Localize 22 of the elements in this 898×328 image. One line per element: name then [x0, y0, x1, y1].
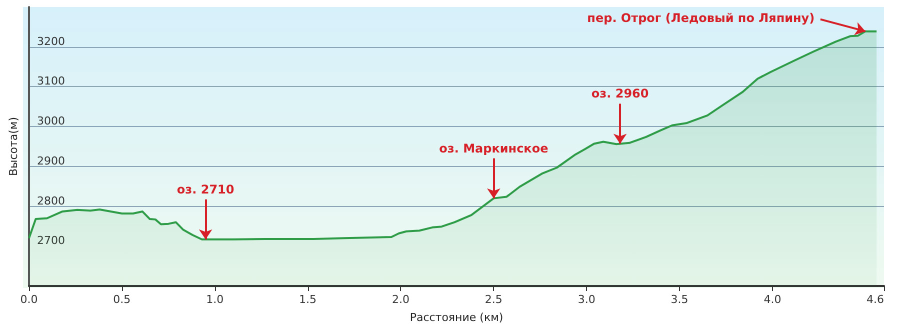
annotation: оз. Маркинское [439, 141, 548, 156]
x-tick-label: 1.5 [299, 293, 317, 306]
y-tick-label: 3100 [37, 74, 65, 88]
annotation: оз. 2960 [591, 86, 649, 101]
x-tick-label: 2.0 [392, 293, 410, 306]
y-tick-label: 2700 [37, 234, 65, 248]
x-tick-label: 4.6 [866, 293, 884, 306]
x-tick-label: 0.0 [20, 293, 38, 306]
annotation: пер. Отрог (Ледовый по Ляпину) [587, 10, 815, 25]
x-tick-label: 2.5 [484, 293, 502, 306]
y-tick-label: 2900 [37, 154, 65, 168]
y-tick-label: 3200 [37, 34, 65, 48]
y-tick-label: 3000 [37, 114, 65, 128]
x-tick-label: 3.5 [670, 293, 688, 306]
x-tick-label: 0.5 [113, 293, 131, 306]
x-tick-label: 3.0 [578, 293, 596, 306]
annotation: оз. 2710 [176, 182, 234, 196]
x-axis-title: Расстояние (км) [410, 311, 504, 324]
y-tick-label: 2800 [37, 194, 65, 208]
x-tick-label: 4.0 [764, 293, 782, 306]
y-axis-title: Высота(м) [7, 116, 20, 176]
x-tick-label: 1.0 [206, 293, 224, 306]
